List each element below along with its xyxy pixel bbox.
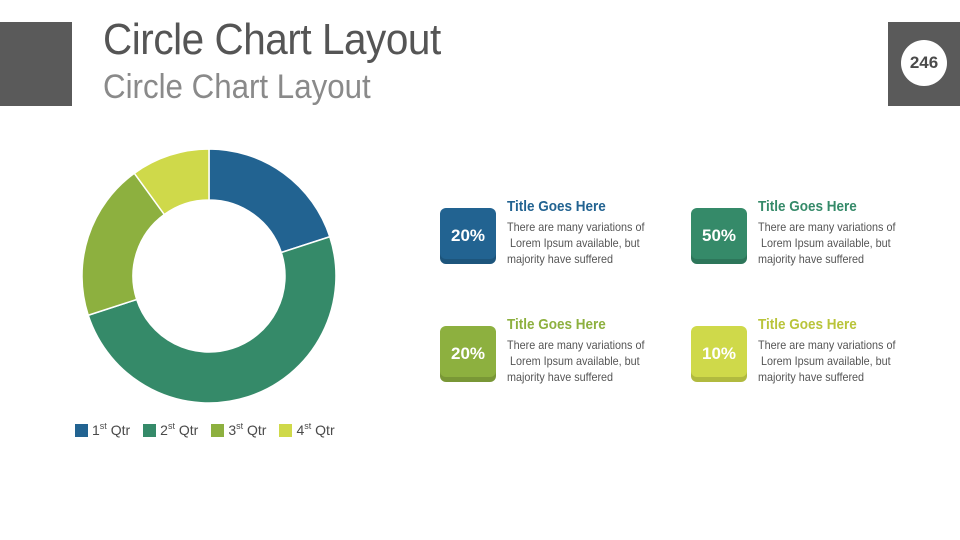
card-body-line: majority have suffered — [758, 252, 865, 266]
page-title: Circle Chart Layout — [103, 15, 441, 64]
card-body-line: majority have suffered — [507, 370, 614, 384]
legend-label-q1: 1st Qtr — [92, 421, 131, 439]
card-body-line: Lorem Ipsum available, but — [758, 354, 891, 368]
info-card-4: 10% Title Goes Here There are many varia… — [691, 316, 921, 390]
info-card-1: 20% Title Goes Here There are many varia… — [440, 198, 670, 272]
donut-slice-q4 — [133, 148, 210, 216]
card-title: Title Goes Here — [507, 198, 606, 215]
card-title: Title Goes Here — [507, 316, 606, 333]
donut-chart — [81, 148, 337, 404]
legend-label-q4: 4st Qtr — [296, 421, 335, 439]
card-body-line: There are many variations of — [507, 338, 645, 352]
value-badge: 20% — [440, 326, 496, 382]
card-body: There are many variations of Lorem Ipsum… — [758, 219, 911, 267]
card-body-line: majority have suffered — [758, 370, 865, 384]
card-body: There are many variations of Lorem Ipsum… — [507, 219, 660, 267]
value-badge: 20% — [440, 208, 496, 264]
value-badge: 10% — [691, 326, 747, 382]
page-number-badge: 246 — [901, 40, 947, 86]
legend-item-q3: 3st Qtr — [211, 422, 266, 438]
card-body-line: Lorem Ipsum available, but — [507, 236, 640, 250]
card-body-line: Lorem Ipsum available, but — [507, 354, 640, 368]
card-body: There are many variations of Lorem Ipsum… — [758, 337, 911, 385]
info-card-3: 20% Title Goes Here There are many varia… — [440, 316, 670, 390]
card-title: Title Goes Here — [758, 198, 857, 215]
chart-legend: 1st Qtr 2st Qtr 3st Qtr 4st Qtr — [75, 422, 348, 438]
donut-slice-q1 — [208, 148, 331, 254]
value-badge: 50% — [691, 208, 747, 264]
legend-swatch-q3 — [211, 423, 225, 437]
card-body-line: majority have suffered — [507, 252, 614, 266]
card-body-line: Lorem Ipsum available, but — [758, 236, 891, 250]
info-card-2: 50% Title Goes Here There are many varia… — [691, 198, 921, 272]
legend-item-q4: 4st Qtr — [279, 421, 335, 439]
card-body: There are many variations of Lorem Ipsum… — [507, 337, 660, 385]
card-body-line: There are many variations of — [507, 220, 645, 234]
legend-label-q2: 2st Qtr — [160, 421, 199, 439]
legend-swatch-q2 — [143, 423, 157, 437]
card-title: Title Goes Here — [758, 316, 857, 333]
legend-item-q2: 2st Qtr — [143, 422, 198, 438]
legend-swatch-q1 — [75, 423, 88, 437]
page-subtitle: Circle Chart Layout — [103, 68, 371, 106]
card-body-line: There are many variations of — [758, 338, 896, 352]
header-left-block — [0, 22, 72, 106]
legend-item-q1: 1st Qtr — [75, 422, 130, 438]
legend-swatch-q4 — [279, 423, 293, 437]
legend-label-q3: 3st Qtr — [228, 421, 267, 439]
donut-slice-q2 — [87, 235, 337, 404]
card-body-line: There are many variations of — [758, 220, 896, 234]
